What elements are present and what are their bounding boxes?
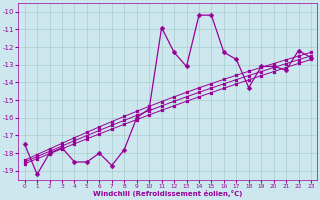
X-axis label: Windchill (Refroidissement éolien,°C): Windchill (Refroidissement éolien,°C) bbox=[93, 190, 243, 197]
